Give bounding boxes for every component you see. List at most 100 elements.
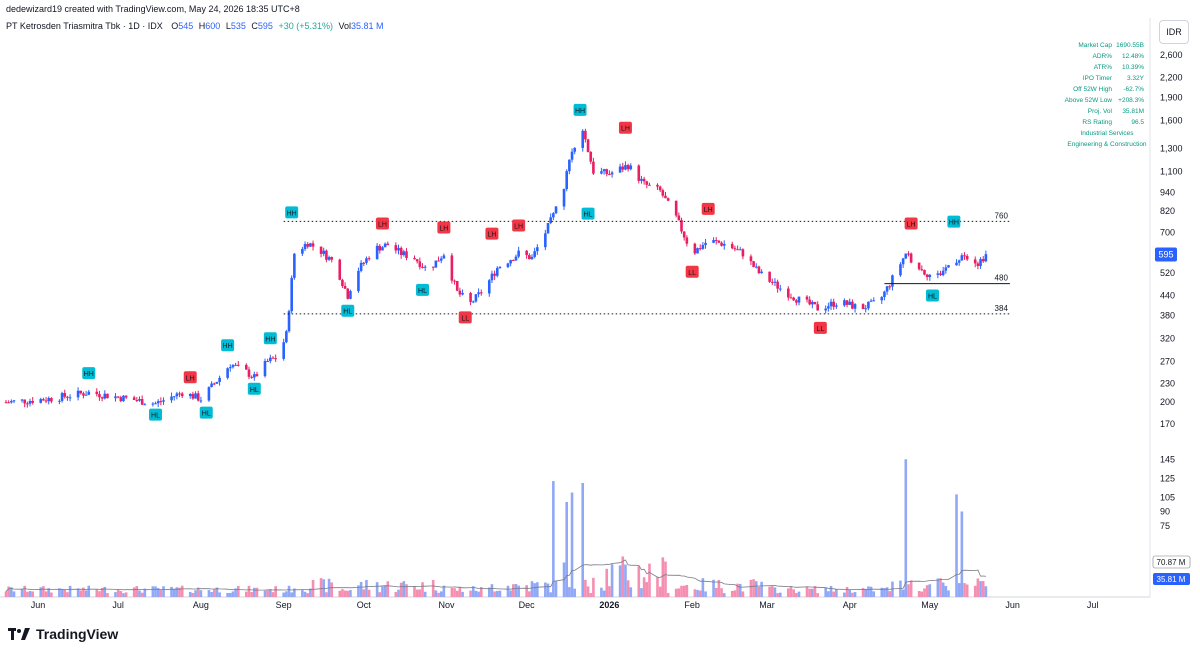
candle-body <box>760 271 763 274</box>
candle-body <box>87 391 91 395</box>
volume-bar <box>20 589 24 597</box>
candle-body <box>536 247 539 252</box>
candle-body <box>957 260 961 263</box>
candle-body <box>533 251 536 257</box>
volume-bar <box>760 581 763 597</box>
volume-bar <box>770 586 774 597</box>
volume-bar <box>253 587 256 597</box>
candle-body <box>621 166 625 170</box>
volume-bar <box>212 589 216 597</box>
time-axis-tick: Feb <box>684 600 700 610</box>
pivot-label: HH <box>223 343 233 350</box>
pivot-badge <box>685 265 699 278</box>
volume-bar <box>301 589 304 597</box>
volume-bar <box>423 591 427 597</box>
volume-bar <box>546 583 550 597</box>
volume-bar <box>909 580 913 597</box>
candle-body <box>960 255 964 261</box>
volume-bar <box>44 591 48 597</box>
candle-body <box>362 262 366 264</box>
volume-bar <box>570 492 574 597</box>
candle-body <box>899 264 902 276</box>
volume-bar <box>853 592 857 597</box>
candle-body <box>325 250 328 260</box>
volume-bar <box>864 588 868 597</box>
candle-body <box>293 253 296 278</box>
time-axis-tick: Mar <box>759 600 775 610</box>
volume-bar <box>226 592 229 597</box>
candle-body <box>845 300 849 305</box>
volume-bar <box>901 589 905 597</box>
stats-value: 3.32Y <box>1127 75 1145 82</box>
stats-value: 96.5 <box>1131 119 1144 126</box>
volume-bar <box>869 586 873 597</box>
candle-body <box>95 391 99 395</box>
volume-bar <box>984 586 988 597</box>
pivot-label: HL <box>202 411 211 418</box>
candle-body <box>207 387 211 401</box>
volume-bar <box>415 589 419 597</box>
candle-body <box>696 248 699 254</box>
candle-body <box>12 400 16 402</box>
candle-body <box>701 244 705 249</box>
volume-bar <box>405 584 408 597</box>
volume-bar <box>282 592 285 597</box>
attribution-text: dedewizard19 created with TradingView.co… <box>6 4 300 14</box>
candle-body <box>196 393 200 401</box>
candle-body <box>554 206 558 214</box>
volume-bar <box>151 586 155 597</box>
volume-bar <box>293 588 296 597</box>
volume-bar <box>442 585 446 597</box>
candle-body <box>832 301 835 307</box>
candle-body <box>546 223 550 234</box>
candle-body <box>944 267 948 271</box>
candle-body <box>717 240 721 243</box>
candle-body <box>143 404 147 406</box>
candle-body <box>31 400 34 403</box>
candle-body <box>151 403 155 405</box>
candle-body <box>562 189 566 207</box>
candle-body <box>327 257 331 260</box>
stats-label: Off 52W High <box>1073 86 1112 93</box>
volume-bar <box>696 589 699 597</box>
volume-bar <box>656 577 659 597</box>
candle-body <box>236 364 240 366</box>
volume-bar <box>66 592 69 597</box>
volume-bar <box>888 591 892 597</box>
candle-body <box>917 262 921 270</box>
symbol-name[interactable]: PT Ketrosden Triasmitra Tbk · 1D · IDX <box>6 21 163 31</box>
volume-bar <box>343 590 347 597</box>
time-axis-tick: Oct <box>357 600 372 610</box>
volume-ma-tag <box>1152 555 1191 569</box>
volume-bar <box>936 578 940 597</box>
volume-bar <box>421 582 424 597</box>
candle-body <box>247 369 251 377</box>
volume-ma-value: 70.87 M <box>1157 558 1186 567</box>
volume-bar <box>565 502 568 597</box>
candle-body <box>231 365 235 368</box>
pivot-badge <box>485 227 499 240</box>
candle-body <box>349 291 352 299</box>
volume-bar <box>493 591 496 597</box>
volume-bar <box>637 566 641 597</box>
candle-body <box>10 401 13 403</box>
volume-bar <box>768 586 771 597</box>
candle-body <box>487 280 491 294</box>
candle-body <box>44 400 48 402</box>
price-axis-tick: 700 <box>1160 228 1175 238</box>
volume-bar <box>479 587 483 597</box>
candle-body <box>730 243 734 249</box>
pivot-badge <box>925 289 939 302</box>
volume-bar <box>170 586 173 597</box>
candle-body <box>386 243 390 246</box>
price-axis-tick: 380 <box>1160 310 1175 320</box>
candle-body <box>450 255 454 281</box>
currency-selector[interactable]: IDR <box>1159 20 1189 44</box>
candle-body <box>178 393 181 395</box>
ohlc-legend: PT Ketrosden Triasmitra Tbk · 1D · IDX O… <box>6 21 387 31</box>
candle-body <box>7 402 10 404</box>
volume-bar <box>290 592 293 597</box>
volume-bar <box>789 586 793 597</box>
candle-body <box>605 169 609 175</box>
